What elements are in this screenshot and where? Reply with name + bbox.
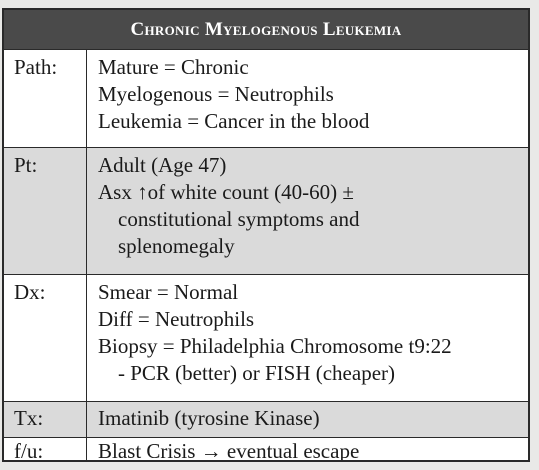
row-label-dx: Dx:	[14, 280, 46, 304]
pt-line-constitutional: constitutional symptoms and	[118, 207, 360, 231]
row-diagnosis: Dx: Smear = Normal Diff = Neutrophils Bi…	[4, 274, 528, 401]
fu-line-blast-crisis: Blast Crisis → eventual escape	[98, 439, 360, 462]
pt-line-splenomegaly: splenomegaly	[118, 234, 235, 258]
row-label-path: Path:	[14, 55, 58, 79]
row-pathology: Path: Mature = Chronic Myelogenous = Neu…	[4, 49, 528, 147]
pt-line-age: Adult (Age 47)	[98, 153, 227, 177]
dx-line-biopsy: Biopsy = Philadelphia Chromosome t9:22	[98, 334, 452, 358]
row-content-tx: Imatinib (tyrosine Kinase)	[98, 402, 524, 432]
row-patient: Pt: Adult (Age 47) Asx ↑of white count (…	[4, 147, 528, 274]
row-label-tx: Tx:	[14, 406, 44, 430]
row-content-path: Mature = Chronic Myelogenous = Neutrophi…	[98, 50, 524, 135]
row-follow-up: f/u: Blast Crisis → eventual escape	[4, 437, 528, 462]
tx-line-imatinib: Imatinib (tyrosine Kinase)	[98, 406, 320, 430]
row-label-pt: Pt:	[14, 153, 38, 177]
row-content-pt: Adult (Age 47) Asx ↑of white count (40-6…	[98, 148, 524, 260]
row-content-fu: Blast Crisis → eventual escape	[98, 438, 524, 462]
column-divider	[86, 50, 87, 147]
table-title: Chronic Myelogenous Leukemia	[4, 10, 528, 49]
path-line-myelogenous: Myelogenous = Neutrophils	[98, 82, 334, 106]
dx-line-smear: Smear = Normal	[98, 280, 239, 304]
row-content-dx: Smear = Normal Diff = Neutrophils Biopsy…	[98, 275, 524, 387]
row-label-fu: f/u:	[14, 439, 44, 462]
row-treatment: Tx: Imatinib (tyrosine Kinase)	[4, 401, 528, 437]
pt-line-white-count: Asx ↑of white count (40-60) ±	[98, 180, 354, 204]
dx-line-diff: Diff = Neutrophils	[98, 307, 255, 331]
dx-line-pcr-fish: - PCR (better) or FISH (cheaper)	[118, 361, 395, 385]
path-line-leukemia: Leukemia = Cancer in the blood	[98, 109, 370, 133]
column-divider	[86, 438, 87, 460]
column-divider	[86, 275, 87, 401]
cml-summary-table: Chronic Myelogenous Leukemia Path: Matur…	[2, 8, 530, 462]
column-divider	[86, 148, 87, 274]
path-line-mature: Mature = Chronic	[98, 55, 249, 79]
column-divider	[86, 402, 87, 437]
